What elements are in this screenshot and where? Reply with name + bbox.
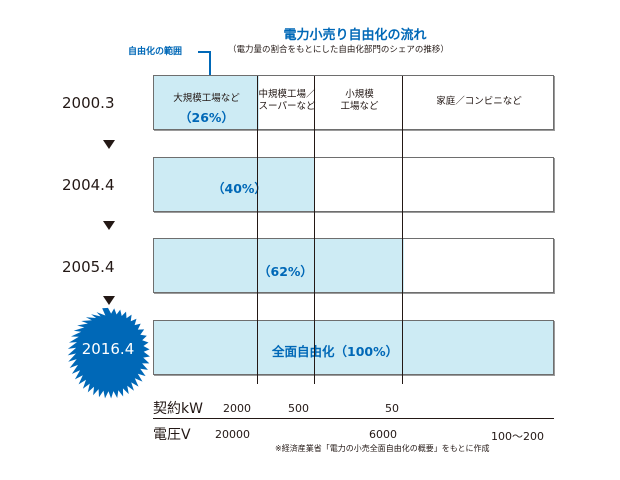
segment-label-large-factory: 大規模工場など bbox=[173, 93, 240, 104]
liberalized-fill bbox=[154, 158, 315, 211]
year-label-highlight: 2016.4 bbox=[81, 340, 135, 358]
year-label: 2000.3 bbox=[62, 94, 115, 112]
scope-bracket-line bbox=[209, 51, 211, 97]
diagram-subtitle: （電力量の割合をもとにした自由化部門のシェアの推移） bbox=[228, 45, 449, 55]
share-percent: （26%） bbox=[179, 110, 234, 125]
contract-kw-value: 2000 bbox=[223, 402, 251, 415]
threshold-line-500kw bbox=[314, 76, 315, 384]
voltage-value: 20000 bbox=[215, 428, 250, 441]
down-arrow-icon bbox=[103, 296, 115, 305]
segment-label-line: 工場など bbox=[340, 101, 379, 112]
threshold-line-2000kw bbox=[257, 76, 258, 384]
segment-label-household: 家庭／コンビニなど bbox=[436, 96, 522, 107]
table-divider bbox=[153, 418, 554, 419]
share-bar-2004: （40%） bbox=[153, 157, 554, 212]
voltage-value: 6000 bbox=[369, 428, 397, 441]
year-label: 2005.4 bbox=[62, 258, 115, 276]
share-percent: 全面自由化（100%） bbox=[272, 344, 399, 359]
contract-kw-label: 契約kW bbox=[153, 401, 203, 417]
share-percent: （62%） bbox=[258, 264, 313, 279]
share-bar-2016: 全面自由化（100%） bbox=[153, 320, 554, 375]
share-bar-2000: 大規模工場など （26%） 中規模工場／ スーパーなど 小規模 工場など 家庭／… bbox=[153, 75, 554, 130]
contract-kw-value: 50 bbox=[385, 402, 399, 415]
segment-label-line: 中規模工場／ bbox=[258, 89, 316, 100]
diagram-title: 電力小売り自由化の流れ bbox=[283, 28, 427, 43]
year-label: 2004.4 bbox=[62, 176, 115, 194]
scope-bracket-line bbox=[198, 51, 211, 53]
segment-label-small-factory: 小規模 工場など bbox=[315, 89, 404, 113]
segment-label-line: 小規模 bbox=[345, 89, 374, 100]
threshold-line-50kw bbox=[402, 76, 403, 384]
segment-label-line: スーパーなど bbox=[258, 101, 316, 112]
liberalized-fill bbox=[154, 239, 404, 292]
liberalized-fill bbox=[154, 321, 553, 374]
contract-kw-value: 500 bbox=[288, 402, 309, 415]
starburst-badge-icon bbox=[67, 307, 150, 399]
segment-label-medium-factory: 中規模工場／ スーパーなど bbox=[254, 89, 320, 113]
voltage-value: 100〜200 bbox=[491, 430, 544, 443]
liberalization-scope-label: 自由化の範囲 bbox=[128, 47, 183, 57]
voltage-label: 電圧V bbox=[153, 427, 191, 443]
down-arrow-icon bbox=[103, 221, 115, 230]
share-percent: （40%） bbox=[212, 181, 267, 196]
down-arrow-icon bbox=[103, 140, 115, 149]
share-bar-2005: （62%） bbox=[153, 238, 554, 293]
source-note: ※経済産業省「電力の小売全面自由化の概要」をもとに作成 bbox=[275, 444, 490, 453]
liberalized-fill bbox=[154, 76, 259, 129]
